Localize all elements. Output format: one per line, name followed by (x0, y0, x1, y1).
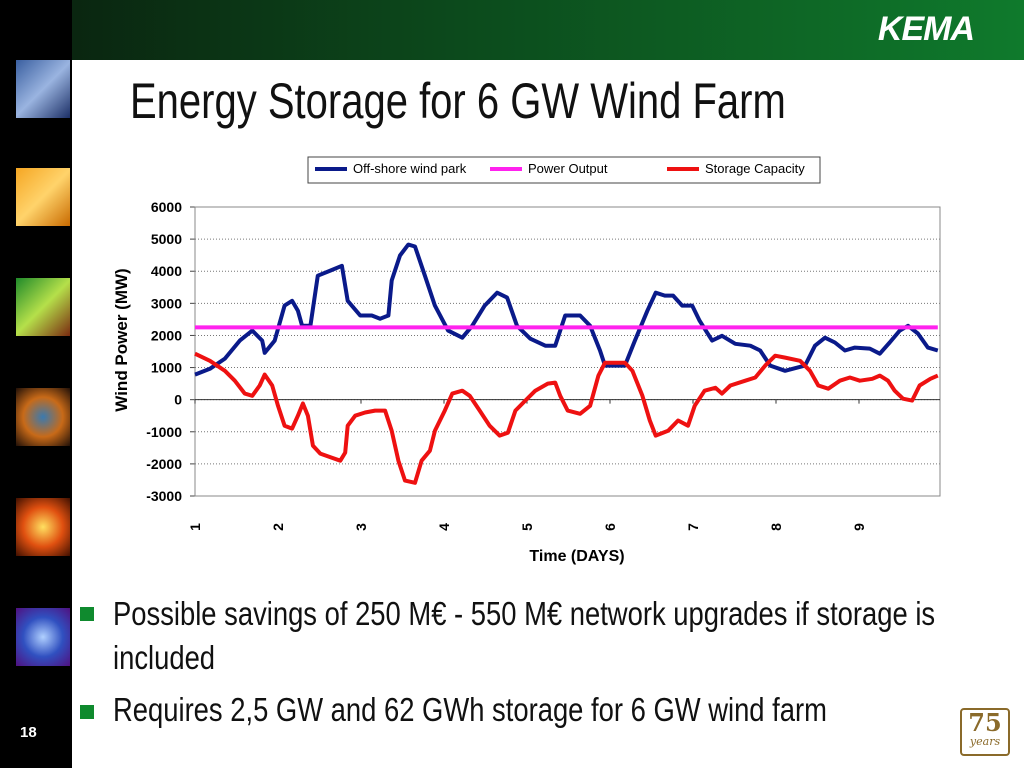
y-tick-label: -2000 (146, 456, 182, 472)
x-axis-label: Time (DAYS) (529, 548, 624, 565)
y-tick-label: 6000 (151, 199, 182, 215)
legend-label: Off-shore wind park (353, 161, 467, 176)
logo: KEMA (877, 10, 975, 48)
side-image (16, 60, 70, 118)
bullet-text: Possible savings of 250 M€ - 550 M€ netw… (113, 595, 936, 676)
side-image (16, 278, 70, 336)
chart-background (112, 153, 945, 578)
y-tick-label: 1000 (151, 360, 182, 376)
bullet-marker (80, 705, 94, 719)
y-tick-label: -3000 (146, 488, 182, 504)
x-tick-label: 2 (270, 523, 286, 531)
x-tick-label: 1 (187, 523, 203, 531)
side-image (16, 388, 70, 446)
chart: Time (DAYS) Wind Power (MW) -3000 -2000 -1… (112, 153, 945, 578)
side-image (16, 498, 70, 556)
x-tick-label: 5 (519, 523, 535, 531)
y-tick-label: 0 (174, 392, 182, 408)
x-tick-label: 8 (768, 523, 784, 531)
x-tick-label: 4 (436, 523, 452, 531)
plot-frame (194, 206, 941, 497)
y-tick-label: 5000 (151, 231, 182, 247)
x-tick-label: 3 (353, 523, 369, 531)
x-tick-label: 7 (685, 523, 701, 531)
y-tick-label: -1000 (146, 424, 182, 440)
y-tick-label: 3000 (151, 295, 182, 311)
legend-box (307, 156, 821, 184)
x-tick-label: 6 (602, 523, 618, 531)
legend-label: Storage Capacity (705, 161, 805, 176)
anniversary-logo: 75 years (960, 708, 1010, 756)
bullet-text: Requires 2,5 GW and 62 GWh storage for 6… (113, 691, 827, 728)
slide-title: Energy Storage for 6 GW Wind Farm (130, 73, 786, 129)
side-image (16, 608, 70, 666)
x-tick-label: 9 (851, 523, 867, 531)
anniversary-number: 75 (968, 708, 1002, 737)
bullet-marker (80, 607, 94, 621)
page-number: 18 (20, 724, 37, 741)
legend-label: Power Output (528, 161, 608, 176)
anniversary-text: years (969, 735, 1001, 748)
y-axis-label: Wind Power (MW) (112, 268, 131, 411)
side-bar (0, 0, 72, 768)
y-tick-label: 2000 (151, 327, 182, 343)
data-line (194, 351, 939, 485)
y-tick-label: 4000 (151, 263, 182, 279)
side-image (16, 168, 70, 226)
top-bar (0, 0, 1024, 60)
